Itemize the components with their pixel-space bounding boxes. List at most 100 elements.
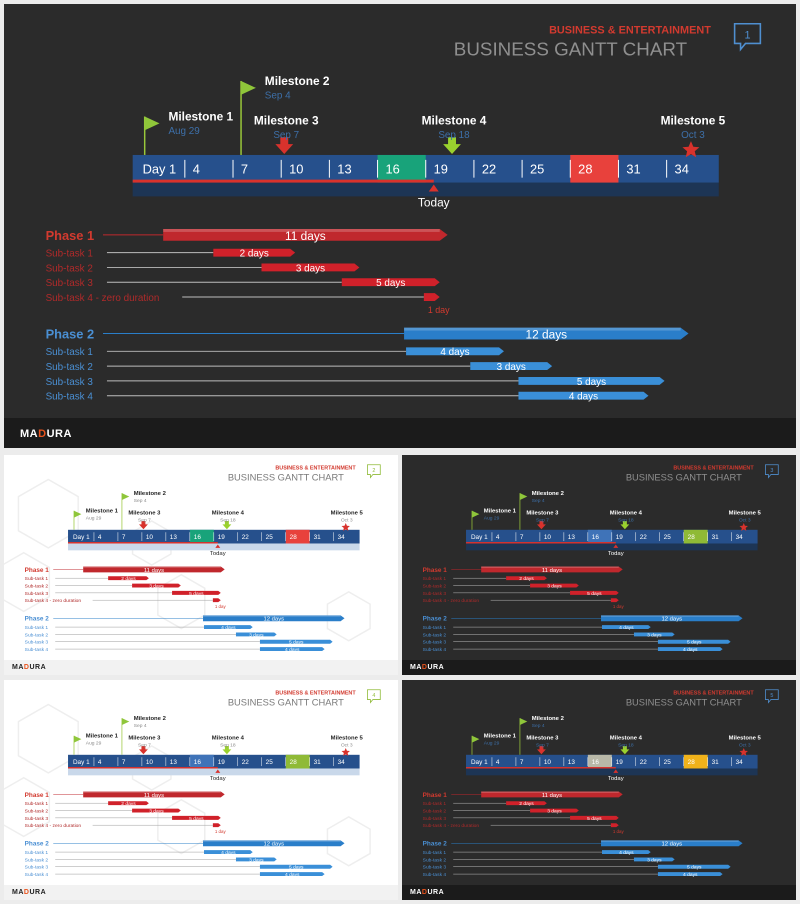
madura-logo: MADURA [410, 664, 444, 671]
phase-duration-label: 11 days [144, 793, 164, 799]
today-marker-icon [215, 769, 221, 773]
timeline-tick-label: Day 1 [471, 759, 488, 766]
background-hexagon [326, 591, 371, 642]
subtask-bar [570, 590, 619, 595]
milestone-date: Sep 4 [532, 723, 545, 729]
subtask-duration-label: 5 days [587, 816, 602, 822]
flag-icon [121, 718, 130, 725]
star-icon [341, 522, 350, 531]
today-marker-icon [428, 184, 439, 192]
timeline-tick-label: 22 [242, 534, 250, 541]
comment-badge-icon [765, 689, 779, 704]
phase-bar-highlight [404, 327, 681, 331]
subtask-bar [108, 576, 149, 581]
milestone-name: Milestone 3 [128, 736, 161, 742]
milestone-date: Sep 18 [438, 130, 470, 141]
subtask-bar [530, 808, 579, 813]
subtask-bar [261, 263, 360, 272]
milestone-name: Milestone 4 [212, 511, 245, 517]
timeline-tick-label: 4 [193, 162, 200, 177]
slide-footer: MADURA [402, 885, 796, 900]
flag-icon [519, 493, 528, 500]
timeline-tick-label: 10 [146, 534, 154, 541]
phase-bar [83, 566, 225, 573]
background-hexagon [4, 776, 51, 838]
subtask-bar [341, 278, 440, 287]
slide-thumbnail-4[interactable]: BUSINESS & ENTERTAINMENT BUSINESS GANTT C… [4, 680, 398, 900]
subtask-duration-label: 4 days [683, 647, 698, 653]
subtask-label: Sub-task 4 [46, 392, 94, 403]
slide-thumbnail-3[interactable]: BUSINESS & ENTERTAINMENT BUSINESS GANTT C… [402, 455, 796, 675]
slide-thumbnail-5[interactable]: BUSINESS & ENTERTAINMENT BUSINESS GANTT C… [402, 680, 796, 900]
today-marker-icon [215, 544, 221, 548]
phase-bar-highlight [203, 615, 341, 617]
flag-icon [519, 718, 528, 725]
subtask-duration-label: 4 days [221, 850, 236, 856]
timeline-highlight-segment [285, 529, 310, 544]
phase-label: Phase 1 [46, 228, 95, 243]
subtask-label: Sub-task 1 [423, 576, 447, 582]
background-hexagon [4, 551, 51, 613]
phase-label: Phase 2 [423, 616, 448, 623]
milestone-name: Milestone 5 [661, 113, 726, 127]
subtask-label: Sub-task 4 - zero duration [46, 293, 160, 304]
subtask-duration-label: 5 days [687, 865, 702, 871]
subtask-bar [259, 639, 333, 644]
subtask-duration-label: 4 days [285, 647, 300, 653]
phase-bar-highlight [481, 566, 619, 568]
subtask-label: Sub-task 4 [423, 872, 447, 878]
header-category: BUSINESS & ENTERTAINMENT [673, 691, 754, 697]
background-hexagon [17, 703, 79, 774]
phase-duration-label: 12 days [525, 327, 567, 341]
subtask-duration-label: 5 days [289, 865, 304, 871]
subtask-bar [570, 815, 619, 820]
phase-bar [404, 327, 689, 340]
timeline-tick-label: 10 [289, 162, 303, 177]
today-label: Today [210, 551, 226, 557]
slide-main: BUSINESS & ENTERTAINMENT BUSINESS GANTT C… [4, 4, 796, 448]
timeline-highlight-segment [377, 154, 426, 183]
timeline-shadow [132, 182, 719, 197]
star-icon [682, 141, 700, 158]
subtask-bar [610, 823, 619, 828]
milestone-date: Aug 29 [168, 126, 200, 137]
milestone-date: Oct 3 [341, 518, 353, 524]
phase-label: Phase 2 [46, 327, 95, 342]
timeline-tick-label: 31 [314, 534, 322, 541]
milestone-name: Milestone 4 [212, 736, 245, 742]
milestone-name: Milestone 4 [610, 736, 643, 742]
timeline-tick-label: 31 [712, 759, 720, 766]
timeline-tick-label: 10 [544, 759, 552, 766]
subtask-duration-label: 4 days [569, 392, 598, 403]
milestone-date: Sep 18 [220, 518, 236, 524]
subtask-label: Sub-task 3 [25, 865, 49, 871]
header-title: BUSINESS GANTT CHART [626, 697, 742, 707]
phase-label: Phase 1 [25, 567, 50, 574]
subtask-label: Sub-task 4 [25, 647, 49, 653]
subtask-duration-label: 5 days [376, 278, 405, 289]
arrow-down-icon [222, 746, 232, 755]
subtask-duration-label: 3 days [647, 632, 662, 638]
timeline-tick-label: 28 [688, 759, 696, 766]
arrow-down-icon [536, 746, 546, 755]
today-label: Today [418, 195, 450, 209]
subtask-bar [204, 625, 253, 630]
subtask-bar [518, 376, 665, 385]
phase-duration-label: 11 days [285, 229, 326, 243]
milestone-name: Milestone 5 [729, 511, 762, 517]
subtask-label: Sub-task 1 [25, 850, 49, 856]
subtask-bar [506, 801, 547, 806]
timeline-highlight-segment [285, 754, 310, 769]
arrow-down-icon [443, 137, 461, 154]
subtask-duration-label: 2 days [121, 801, 136, 807]
timeline-tick-label: 25 [266, 534, 274, 541]
slide-thumbnail-2[interactable]: BUSINESS & ENTERTAINMENT BUSINESS GANTT C… [4, 455, 398, 675]
subtask-duration-label: 3 days [249, 857, 264, 863]
today-progress-line [132, 179, 434, 183]
background-hexagon [326, 816, 371, 867]
phase-bar-highlight [601, 840, 739, 842]
milestone-name: Milestone 5 [331, 736, 364, 742]
subtask-bar [633, 857, 675, 862]
